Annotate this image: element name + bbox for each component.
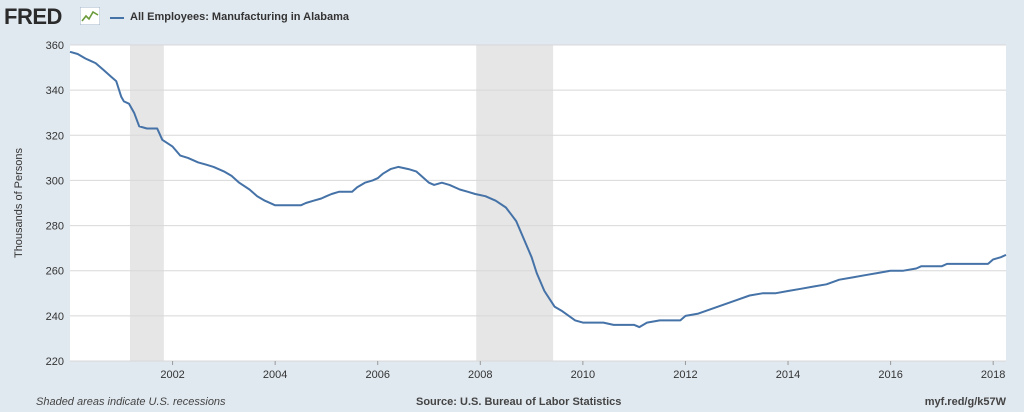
source-text: Source: U.S. Bureau of Labor Statistics <box>416 396 622 408</box>
recession-note: Shaded areas indicate U.S. recessions <box>36 396 226 408</box>
fred-graph-icon <box>80 7 100 25</box>
x-tick-label: 2018 <box>981 369 1005 381</box>
fred-logo: FRED <box>4 4 62 29</box>
y-tick-label: 280 <box>46 221 64 233</box>
x-tick-label: 2004 <box>263 369 287 381</box>
y-tick-label: 260 <box>46 266 64 278</box>
y-axis-label: Thousands of Persons <box>13 147 25 258</box>
y-tick-label: 220 <box>46 356 64 368</box>
y-tick-label: 240 <box>46 311 64 323</box>
y-tick-label: 300 <box>46 175 64 187</box>
x-tick-label: 2002 <box>160 369 184 381</box>
x-tick-label: 2008 <box>468 369 492 381</box>
y-tick-label: 340 <box>46 85 64 97</box>
chart-header: FRED All Employees: Manufacturing in Ala… <box>0 0 1024 34</box>
x-tick-label: 2012 <box>673 369 697 381</box>
short-url[interactable]: myf.red/g/k57W <box>924 396 1006 408</box>
legend-label: All Employees: Manufacturing in Alabama <box>130 11 350 23</box>
x-tick-label: 2006 <box>365 369 389 381</box>
x-tick-label: 2016 <box>878 369 902 381</box>
y-tick-label: 320 <box>46 130 64 142</box>
recession-band <box>476 45 554 361</box>
recession-band <box>130 45 164 361</box>
legend-swatch <box>110 17 124 19</box>
series-line <box>69 50 1007 329</box>
x-tick-label: 2014 <box>776 369 800 381</box>
x-tick-label: 2010 <box>571 369 595 381</box>
y-tick-label: 360 <box>46 40 64 52</box>
